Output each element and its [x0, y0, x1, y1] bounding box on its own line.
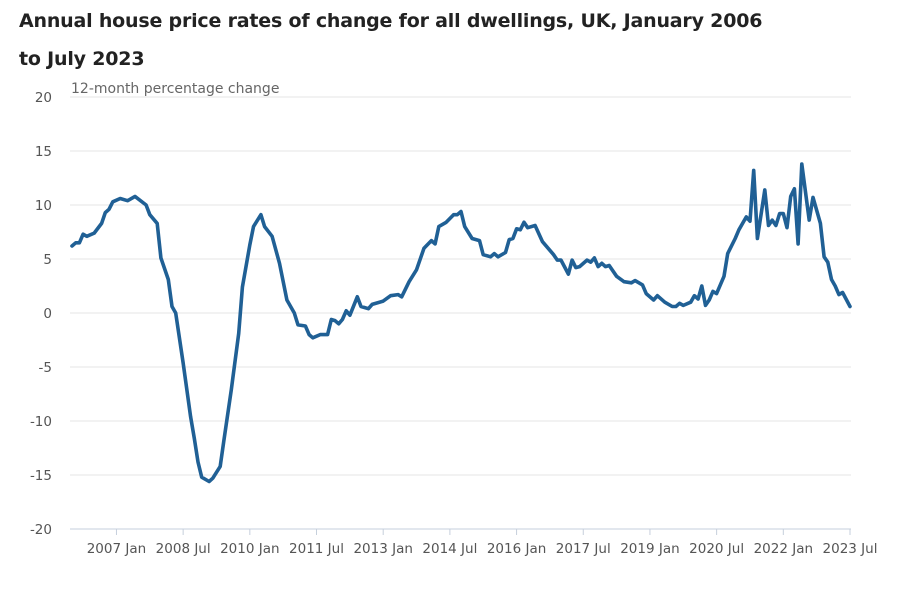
y-axis-label: 12-month percentage change — [71, 81, 279, 97]
x-tick-label: 2023 Jul — [823, 541, 878, 557]
x-tick-label: 2019 Jan — [620, 541, 679, 557]
y-tick-label: -20 — [30, 522, 52, 538]
chart-title: Annual house price rates of change for a… — [19, 10, 763, 70]
y-tick-label: 0 — [43, 306, 52, 322]
x-tick-label: 2022 Jan — [754, 541, 813, 557]
x-tick-label: 2011 Jul — [289, 541, 344, 557]
y-tick-labels: 20 15 10 5 0 -5 -10 -15 -20 — [30, 90, 52, 538]
x-tick-label: 2010 Jan — [220, 541, 279, 557]
y-tick-label: -15 — [30, 468, 52, 484]
series-line — [70, 162, 852, 484]
y-tick-label: 15 — [35, 144, 52, 160]
x-tick-label: 2017 Jul — [556, 541, 611, 557]
y-tick-label: -10 — [30, 414, 52, 430]
gridlines — [70, 96, 851, 476]
y-tick-label: 10 — [35, 198, 52, 214]
x-tick-labels: 2007 Jan 2008 Jul 2010 Jan 2011 Jul 2013 Jan… — [87, 529, 878, 557]
y-tick-label: 5 — [43, 252, 52, 268]
x-tick-label: 2020 Jul — [689, 541, 744, 557]
y-tick-label: 20 — [35, 90, 52, 106]
x-tick-label: 2014 Jul — [422, 541, 477, 557]
x-tick-label: 2016 Jan — [487, 541, 546, 557]
x-tick-label: 2013 Jan — [353, 541, 412, 557]
x-tick-label: 2007 Jan — [87, 541, 146, 557]
x-tick-label: 2008 Jul — [156, 541, 211, 557]
y-tick-label: -5 — [39, 360, 52, 376]
